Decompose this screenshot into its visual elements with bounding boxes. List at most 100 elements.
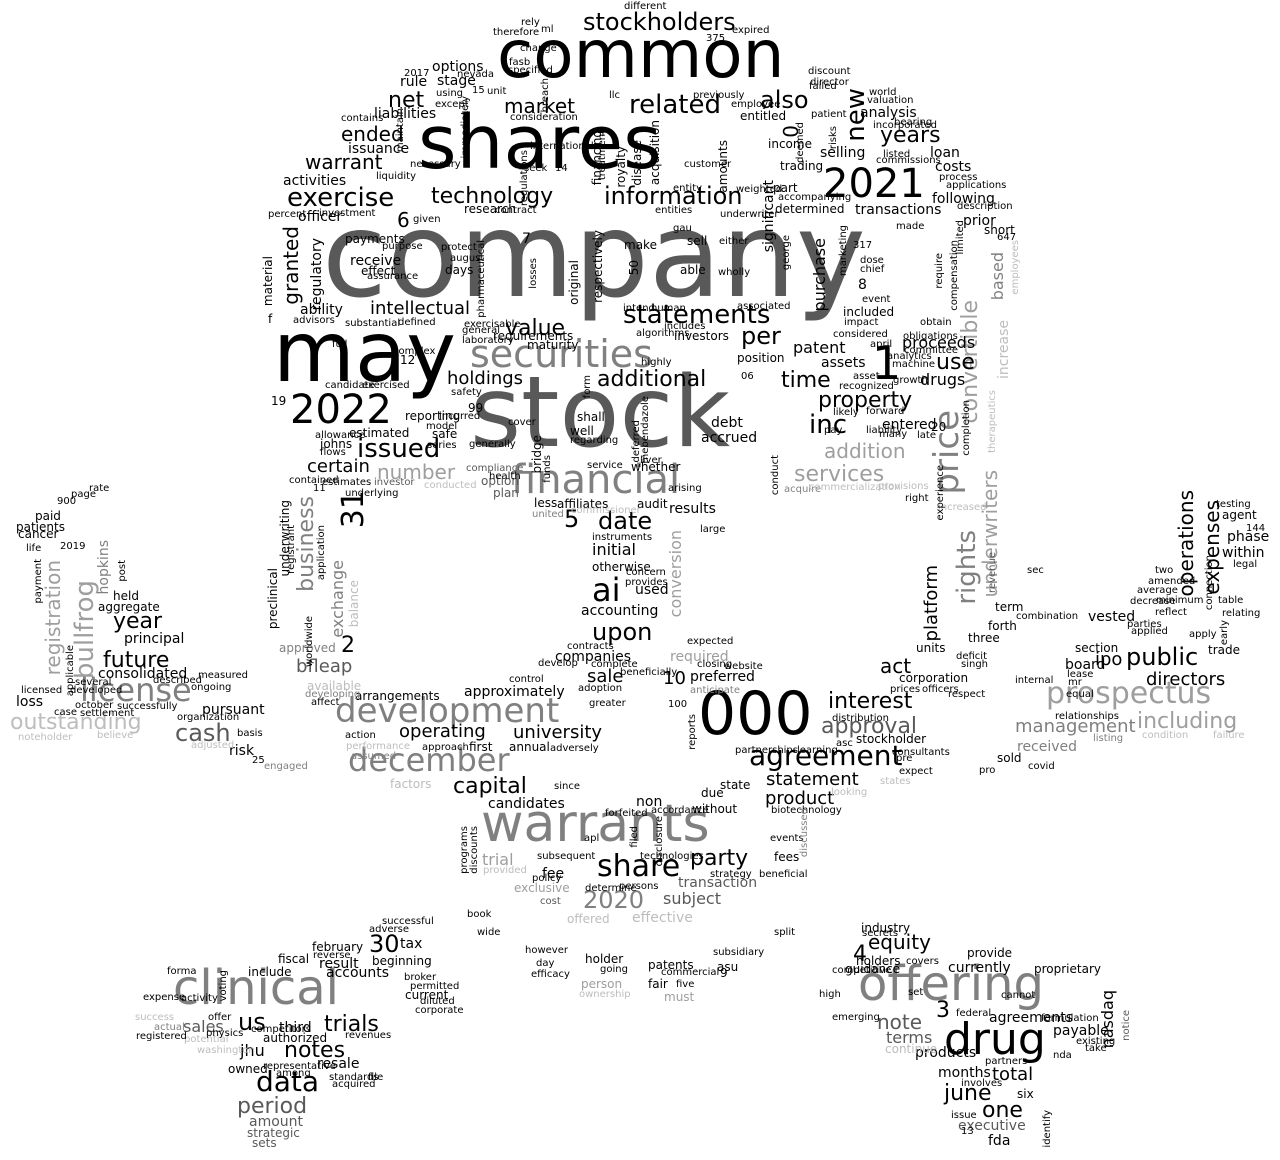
word-sets: sets [252, 1136, 277, 1150]
word-entitled: entitled [740, 109, 787, 123]
word-chief: chief [860, 264, 885, 275]
word-trials: trials [324, 1012, 379, 1037]
word-provide: provide [967, 946, 1013, 960]
word-notice: notice [1121, 1010, 1132, 1041]
word-impact: impact [844, 317, 879, 328]
word-additional: additional [597, 367, 707, 392]
word-life: life [26, 543, 42, 554]
word-receive: receive [350, 253, 402, 269]
word-highly: highly [641, 357, 672, 368]
word-affect: affect [311, 697, 340, 708]
word-ownership: ownership [579, 989, 631, 1000]
word-university: university [513, 722, 603, 743]
word-preferred: preferred [690, 669, 755, 685]
word-date: date [598, 507, 653, 535]
word-fda: fda [988, 1133, 1011, 1149]
word-completion: completion [961, 400, 972, 456]
word-assurance: assurance [367, 271, 419, 282]
word-ongoing: ongoing [191, 682, 232, 693]
word-expense: expense [143, 992, 186, 1003]
word-deficit: deficit [956, 651, 987, 662]
word-stock: stock [470, 356, 731, 470]
word-cancer: cancer [18, 527, 59, 541]
word-11: 11 [313, 483, 326, 494]
word-results: results [669, 501, 716, 517]
word-increased: increased [938, 502, 987, 513]
word-pay: pay [824, 425, 843, 436]
word-directors: directors [1146, 669, 1226, 690]
word-safe: safe [432, 427, 458, 441]
word-reflect: reflect [1155, 607, 1187, 618]
word-dose: dose [860, 255, 884, 266]
word-platform: platform [921, 565, 942, 642]
word-common: common [497, 16, 785, 93]
word-products: products [915, 1045, 977, 1061]
word-previously: previously [693, 90, 745, 101]
word-rights: rights [952, 530, 982, 605]
word-among: among [276, 1068, 311, 1079]
word-currently: currently [948, 960, 1011, 976]
word-loss: loss [16, 694, 44, 710]
word-sales: sales [183, 1017, 224, 1036]
word-issuance: issuance [348, 141, 410, 157]
word-commissions: commissions [876, 155, 941, 166]
word-determine: determine [585, 883, 637, 894]
word-note: note [877, 1010, 923, 1034]
word-pursuant: pursuant [202, 702, 265, 718]
word-complex: complex [393, 346, 436, 357]
word-actual: actual [154, 1022, 185, 1033]
word-pre: pre [896, 753, 913, 764]
word-set: set [908, 987, 924, 998]
word-standards: standards [329, 1072, 379, 1083]
word-agreements: agreements [989, 1010, 1074, 1026]
word-ipo: ipo [1095, 649, 1123, 670]
word-complete: complete [591, 659, 638, 670]
word-condition: condition [1142, 730, 1189, 741]
word-fee: fee [542, 866, 565, 882]
word-experience: experience [935, 465, 946, 521]
word-provided: provided [483, 865, 527, 876]
word-development: development [335, 691, 560, 731]
word-consideration: consideration [510, 112, 578, 123]
word-june: june [944, 1081, 992, 1106]
word-noteholder: noteholder [18, 732, 73, 743]
word-stockholders: stockholders [583, 8, 736, 36]
word-net: net [388, 88, 425, 113]
word-incurred: incurred [439, 411, 481, 422]
word-risks: risks [828, 126, 839, 150]
word-assets: assets [821, 355, 866, 371]
word-equity: equity [868, 930, 931, 954]
word-certain: certain [307, 456, 370, 477]
word-section: section [1075, 641, 1119, 655]
word-use: use [936, 350, 975, 375]
word-treatment: treatment [597, 130, 608, 181]
word-ability: ability [300, 302, 343, 318]
word-secrets: secrets [862, 928, 899, 939]
word-wide: wide [477, 927, 501, 938]
word-property: property [818, 388, 913, 413]
word-purpose: purpose [382, 241, 423, 252]
word-officers: officers [922, 684, 959, 695]
word-99: 99 [468, 401, 484, 415]
word-associated: associated [737, 301, 791, 312]
word-series: series [427, 440, 457, 451]
word-state: state [720, 778, 751, 792]
word-registered: registered [136, 1031, 187, 1042]
word-factors: factors [390, 777, 432, 791]
word-initial: initial [592, 540, 636, 559]
word-adjusted: adjusted [191, 740, 235, 751]
word-144: 144 [1246, 523, 1266, 534]
word-patient: patient [811, 109, 847, 120]
word-compliance: compliance [466, 463, 524, 474]
word-holders: holders [856, 954, 901, 968]
word-effective: effective [632, 910, 693, 926]
word-total: total [992, 1064, 1034, 1085]
word-intend: intend [623, 303, 655, 314]
word-disclosure: disclosure [654, 816, 665, 867]
word-approval: approval [821, 714, 918, 739]
word-held: held [113, 589, 139, 603]
word-06: 06 [741, 371, 754, 382]
word-obtain: obtain [920, 317, 952, 328]
word-accounts: accounts [326, 965, 390, 981]
word-trade: trade [1208, 643, 1240, 657]
